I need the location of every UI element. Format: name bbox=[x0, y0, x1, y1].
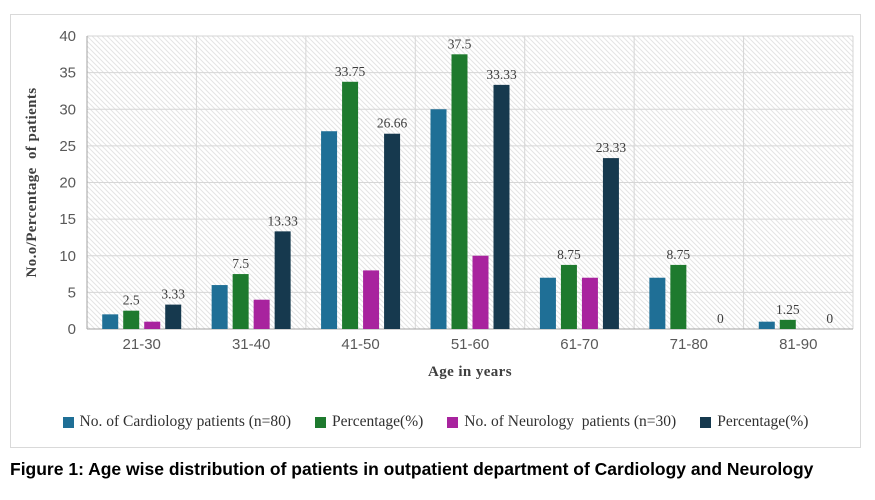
y-tick-label: 35 bbox=[59, 65, 76, 82]
chart-panel: 2.5 7.5 33.75 37.5 8.75 8.75 1.25 3.33 13.33 26.6… bbox=[10, 14, 861, 448]
y-tick-label: 15 bbox=[59, 211, 76, 228]
bar bbox=[581, 277, 598, 329]
x-category-label: 21-30 bbox=[123, 336, 161, 353]
y-tick-label: 30 bbox=[59, 101, 76, 118]
bar-chart: 2.5 7.5 33.75 37.5 8.75 8.75 1.25 3.33 13.33 26.6… bbox=[24, 28, 854, 380]
x-category-label: 71-80 bbox=[670, 336, 708, 353]
bar bbox=[758, 321, 775, 329]
legend-swatch-icon bbox=[62, 416, 74, 428]
bar bbox=[539, 277, 556, 329]
legend-label: Percentage(%) bbox=[332, 413, 424, 430]
data-label: 0 bbox=[717, 311, 724, 326]
bar bbox=[493, 84, 510, 329]
data-label: 8.75 bbox=[667, 247, 691, 262]
legend-item: Percentage(%) bbox=[315, 413, 423, 431]
x-category-label: 31-40 bbox=[232, 336, 270, 353]
bar bbox=[560, 264, 577, 329]
bar bbox=[472, 255, 489, 329]
legend-label: No. of Neurology patients (n=30) bbox=[464, 413, 677, 430]
x-category-label: 61-70 bbox=[560, 336, 598, 353]
data-label: 13.33 bbox=[267, 213, 298, 228]
data-label: 1.25 bbox=[776, 302, 800, 317]
bar bbox=[384, 133, 401, 329]
chart-legend: No. of Cardiology patients (n=80) Percent… bbox=[11, 409, 860, 435]
figure-caption: Figure 1: Age wise distribution of patie… bbox=[10, 459, 814, 479]
bar bbox=[602, 158, 619, 329]
bar bbox=[274, 231, 291, 329]
bar bbox=[321, 131, 338, 329]
data-label: 37.5 bbox=[448, 36, 472, 51]
data-label: 3.33 bbox=[161, 287, 185, 302]
y-tick-label: 5 bbox=[68, 284, 76, 301]
bar bbox=[211, 285, 228, 329]
x-axis-title: Age in years bbox=[428, 364, 512, 380]
bar bbox=[430, 109, 447, 329]
y-tick-label: 10 bbox=[59, 248, 76, 265]
bar bbox=[363, 270, 380, 329]
bar bbox=[649, 277, 666, 329]
legend-item: No. of Cardiology patients (n=80) bbox=[62, 413, 292, 431]
y-tick-label: 25 bbox=[59, 138, 76, 155]
bar bbox=[232, 274, 249, 329]
data-label: 26.66 bbox=[377, 116, 408, 131]
bar bbox=[102, 314, 119, 329]
legend-swatch-icon bbox=[447, 416, 459, 428]
data-label: 2.5 bbox=[123, 293, 140, 308]
legend-swatch-icon bbox=[700, 416, 712, 428]
bar bbox=[670, 264, 687, 329]
data-label: 33.33 bbox=[486, 67, 517, 82]
bar bbox=[342, 81, 359, 329]
bar bbox=[165, 304, 182, 329]
data-label: 8.75 bbox=[557, 247, 581, 262]
legend-label: No. of Cardiology patients (n=80) bbox=[79, 413, 292, 430]
legend-item: No. of Neurology patients (n=30) bbox=[447, 413, 676, 431]
y-tick-label: 0 bbox=[68, 321, 76, 338]
data-label: 0 bbox=[826, 311, 833, 326]
bar bbox=[123, 310, 140, 329]
data-label: 7.5 bbox=[232, 256, 249, 271]
bar bbox=[451, 54, 468, 329]
bar bbox=[253, 299, 270, 329]
x-category-label: 41-50 bbox=[341, 336, 379, 353]
y-tick-label: 20 bbox=[59, 175, 76, 192]
data-label: 33.75 bbox=[335, 64, 366, 79]
legend-item: Percentage(%) bbox=[700, 413, 808, 431]
legend-swatch-icon bbox=[315, 416, 327, 428]
bar bbox=[779, 319, 796, 329]
data-label: 23.33 bbox=[596, 140, 627, 155]
bar bbox=[144, 321, 161, 329]
y-tick-label: 40 bbox=[59, 28, 76, 45]
legend-label: Percentage(%) bbox=[717, 413, 809, 430]
x-category-label: 51-60 bbox=[451, 336, 489, 353]
y-axis-title: No.o/Percentage of patients bbox=[24, 87, 40, 277]
x-category-label: 81-90 bbox=[779, 336, 817, 353]
